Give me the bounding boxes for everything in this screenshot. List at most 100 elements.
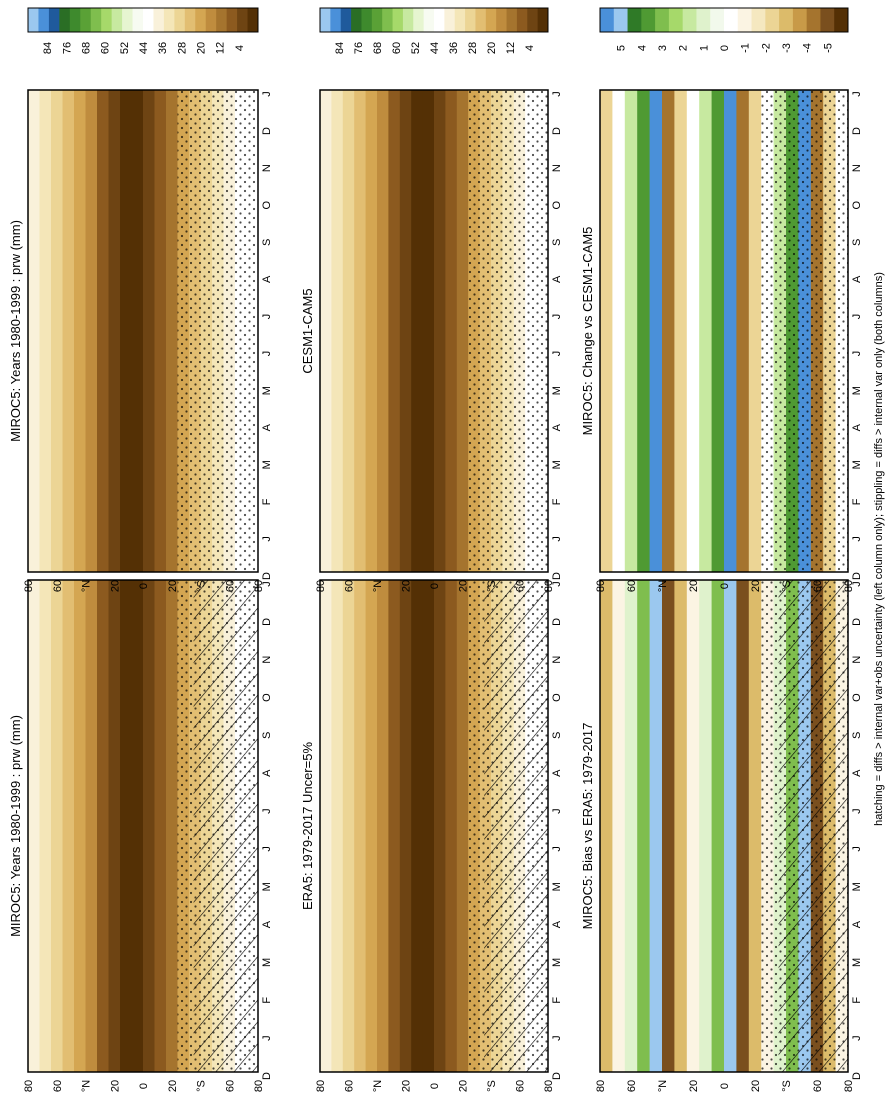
colorbar-swatch [682, 8, 697, 32]
month-tick-label: F [261, 997, 273, 1004]
latitude-tick-label: 20 [750, 580, 762, 592]
colorbar-swatch [724, 8, 739, 32]
colorbar-label: 44 [429, 42, 441, 54]
field-band [662, 90, 675, 572]
month-tick-label: A [261, 423, 273, 431]
field-band [699, 90, 713, 572]
month-tick-label: J [551, 581, 563, 587]
latitude-tick-label: 60 [515, 1080, 527, 1092]
month-tick-label: J [551, 846, 563, 852]
colorbar-swatch [90, 8, 102, 32]
field-band [711, 580, 725, 1072]
latitude-tick-label: 80 [595, 580, 607, 592]
colorbar-swatch [80, 8, 92, 32]
month-tick-label: J [551, 351, 563, 357]
field-band [674, 90, 688, 572]
colorbar-swatch [143, 8, 154, 32]
latitude-tick-label: 0 [719, 1083, 731, 1089]
colorbar-label: 2 [678, 45, 690, 51]
month-tick-label: M [551, 882, 563, 891]
field-band [624, 90, 638, 572]
month-tick-label: M [851, 882, 863, 891]
colorbar-swatch [184, 8, 196, 32]
month-tick-label: J [851, 351, 863, 357]
month-tick-label: D [261, 618, 273, 626]
colorbar-label: 0 [719, 45, 731, 51]
month-tick-label: J [851, 314, 863, 320]
month-tick-label: D [551, 1072, 563, 1080]
field-band [377, 90, 389, 572]
field-band [748, 580, 762, 1072]
field-band [736, 90, 750, 572]
field-band [377, 580, 389, 1072]
month-tick-label: J [261, 581, 273, 587]
latitude-tick-label: 60 [344, 580, 356, 592]
latitude-tick-label: 20 [109, 580, 121, 592]
field-band [699, 580, 713, 1072]
colorbar-swatch [247, 8, 259, 32]
colorbar-swatch [779, 8, 794, 32]
month-tick-label: D [851, 127, 863, 135]
colorbar-label: -1 [740, 43, 752, 53]
latitude-tick-label: 60 [626, 1080, 638, 1092]
field-band [120, 90, 132, 572]
field-band [74, 580, 86, 1072]
month-tick-label: S [851, 732, 863, 739]
colorbar-swatch [205, 8, 217, 32]
plot-frame [599, 89, 849, 573]
latitude-tick-label: 20 [688, 580, 700, 592]
month-tick-label: J [851, 536, 863, 542]
colorbar-swatch [111, 8, 123, 32]
month-tick-label: M [261, 386, 273, 395]
month-tick-label: A [851, 423, 863, 431]
month-tick-label: N [261, 656, 273, 664]
colorbar-swatch [820, 8, 835, 32]
month-tick-label: J [261, 808, 273, 814]
colorbar-label: 12 [505, 42, 517, 54]
latitude-tick-label: °S [486, 580, 498, 592]
colorbar-swatch [153, 8, 165, 32]
field-band [51, 580, 63, 1072]
month-tick-label: J [851, 846, 863, 852]
month-tick-label: A [261, 920, 273, 928]
latitude-tick-label: 60 [52, 580, 64, 592]
month-tick-label: F [851, 498, 863, 505]
field-band [399, 90, 412, 572]
panel-6: MIROC5: Change vs CESM1-CAM5DJFMAMJJASON… [580, 7, 863, 592]
latitude-tick-label: 60 [224, 1080, 236, 1092]
colorbar-swatch [613, 8, 629, 32]
plot-frame [319, 89, 549, 573]
field-band [154, 90, 167, 572]
month-tick-label: S [551, 239, 563, 246]
colorbar-swatch [38, 8, 50, 32]
field-band [399, 580, 412, 1072]
stippling [468, 580, 548, 1072]
latitude-tick-label: °S [781, 580, 793, 592]
field-band [637, 90, 651, 572]
colorbar-swatch [122, 8, 134, 32]
colorbar-swatch [361, 8, 373, 32]
field-band [456, 90, 469, 572]
field-band [662, 580, 675, 1072]
field-band [143, 580, 155, 1072]
field-band [342, 580, 355, 1072]
month-tick-label: A [851, 920, 863, 928]
month-tick-label: J [261, 91, 273, 97]
field-band [97, 580, 109, 1072]
month-tick-label: D [261, 1072, 273, 1080]
panels-layer: MIROC5: Years 1980-1999 : prw (mm) D J F M A M… [8, 7, 863, 1092]
colorbar-swatch [423, 8, 435, 32]
colorbar-label: 68 [372, 42, 384, 54]
colorbar-swatch [382, 8, 394, 32]
colorbar-swatch [792, 8, 808, 32]
colorbar-swatch [454, 8, 466, 32]
panel-title: MIROC5: Years 1980-1999 : prw (mm) [8, 715, 23, 937]
latitude-tick-label: 60 [344, 1080, 356, 1092]
month-tick-label: N [261, 164, 273, 172]
field-band [342, 90, 355, 572]
latitude-tick-label: °N [372, 580, 384, 592]
panel-1: MIROC5: Years 1980-1999 : prw (mm)DJFMAM… [8, 497, 273, 1092]
field-band [143, 90, 155, 572]
month-tick-label: A [851, 275, 863, 283]
latitude-tick-label: °S [196, 1080, 208, 1092]
